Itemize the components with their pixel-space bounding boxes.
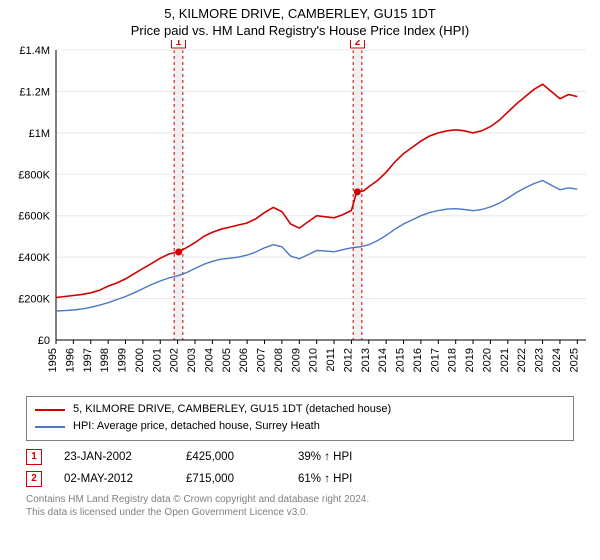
transaction-marker: 2 — [26, 471, 42, 487]
svg-text:2000: 2000 — [134, 348, 146, 372]
title-line2: Price paid vs. HM Land Registry's House … — [0, 23, 600, 40]
svg-text:2014: 2014 — [377, 348, 389, 372]
svg-text:2019: 2019 — [464, 348, 476, 372]
legend-label: 5, KILMORE DRIVE, CAMBERLEY, GU15 1DT (d… — [73, 401, 391, 419]
transaction-price: £425,000 — [186, 451, 276, 463]
chart-title-block: 5, KILMORE DRIVE, CAMBERLEY, GU15 1DT Pr… — [0, 0, 600, 40]
svg-text:2008: 2008 — [273, 348, 285, 372]
footer-attribution: Contains HM Land Registry data © Crown c… — [26, 493, 574, 519]
legend-row: HPI: Average price, detached house, Surr… — [35, 418, 565, 436]
svg-text:£400K: £400K — [18, 252, 50, 264]
chart-area: £0 £200K £400K £600K £800K £1M £1.2M £1.4M 1995 1… — [0, 40, 600, 390]
footer-line1: Contains HM Land Registry data © Crown c… — [26, 493, 574, 506]
svg-text:2010: 2010 — [308, 348, 320, 372]
svg-text:2003: 2003 — [186, 348, 198, 372]
transactions-table: 1 23-JAN-2002 £425,000 39% ↑ HPI 2 02-MAY-201… — [26, 449, 574, 487]
transaction-marker: 1 — [26, 449, 42, 465]
svg-text:£600K: £600K — [18, 210, 50, 222]
svg-text:2025: 2025 — [568, 348, 580, 372]
svg-text:£0: £0 — [38, 335, 50, 347]
svg-text:2012: 2012 — [342, 348, 354, 372]
svg-text:2023: 2023 — [534, 348, 546, 372]
svg-text:2004: 2004 — [203, 348, 215, 372]
svg-text:1999: 1999 — [117, 348, 129, 372]
line-chart-svg: £0 £200K £400K £600K £800K £1M £1.2M £1.4M 1995 1… — [0, 40, 600, 390]
svg-text:1: 1 — [176, 40, 182, 48]
svg-text:£1.4M: £1.4M — [19, 45, 50, 57]
legend-swatch — [35, 426, 65, 428]
legend-row: 5, KILMORE DRIVE, CAMBERLEY, GU15 1DT (d… — [35, 401, 565, 419]
svg-text:2007: 2007 — [256, 348, 268, 372]
svg-text:2001: 2001 — [151, 348, 163, 372]
footer-line2: This data is licensed under the Open Gov… — [26, 506, 574, 519]
svg-text:2005: 2005 — [221, 348, 233, 372]
transaction-row: 2 02-MAY-2012 £715,000 61% ↑ HPI — [26, 471, 574, 487]
title-line1: 5, KILMORE DRIVE, CAMBERLEY, GU15 1DT — [0, 6, 600, 23]
svg-text:2018: 2018 — [447, 348, 459, 372]
svg-text:2006: 2006 — [238, 348, 250, 372]
svg-text:1998: 1998 — [99, 348, 111, 372]
svg-text:£1.2M: £1.2M — [19, 86, 50, 98]
transaction-price: £715,000 — [186, 473, 276, 485]
svg-text:2009: 2009 — [290, 348, 302, 372]
transaction-hpi: 39% ↑ HPI — [298, 451, 388, 463]
legend-label: HPI: Average price, detached house, Surr… — [73, 418, 320, 436]
svg-text:£800K: £800K — [18, 169, 50, 181]
svg-text:1997: 1997 — [82, 348, 94, 372]
svg-text:2002: 2002 — [169, 348, 181, 372]
legend-swatch — [35, 409, 65, 411]
svg-text:£200K: £200K — [18, 293, 50, 305]
svg-text:2022: 2022 — [516, 348, 528, 372]
svg-text:2015: 2015 — [395, 348, 407, 372]
svg-text:1996: 1996 — [64, 348, 76, 372]
transaction-date: 23-JAN-2002 — [64, 451, 164, 463]
svg-text:2017: 2017 — [429, 348, 441, 372]
transaction-date: 02-MAY-2012 — [64, 473, 164, 485]
transaction-hpi: 61% ↑ HPI — [298, 473, 388, 485]
svg-text:2024: 2024 — [551, 348, 563, 372]
svg-text:£1M: £1M — [29, 128, 50, 140]
svg-text:1995: 1995 — [47, 348, 59, 372]
transaction-row: 1 23-JAN-2002 £425,000 39% ↑ HPI — [26, 449, 574, 465]
svg-text:2021: 2021 — [499, 348, 511, 372]
svg-text:2020: 2020 — [481, 348, 493, 372]
svg-text:2011: 2011 — [325, 348, 337, 372]
svg-text:2016: 2016 — [412, 348, 424, 372]
legend-box: 5, KILMORE DRIVE, CAMBERLEY, GU15 1DT (d… — [26, 396, 574, 441]
svg-text:2013: 2013 — [360, 348, 372, 372]
svg-text:2: 2 — [355, 40, 361, 48]
